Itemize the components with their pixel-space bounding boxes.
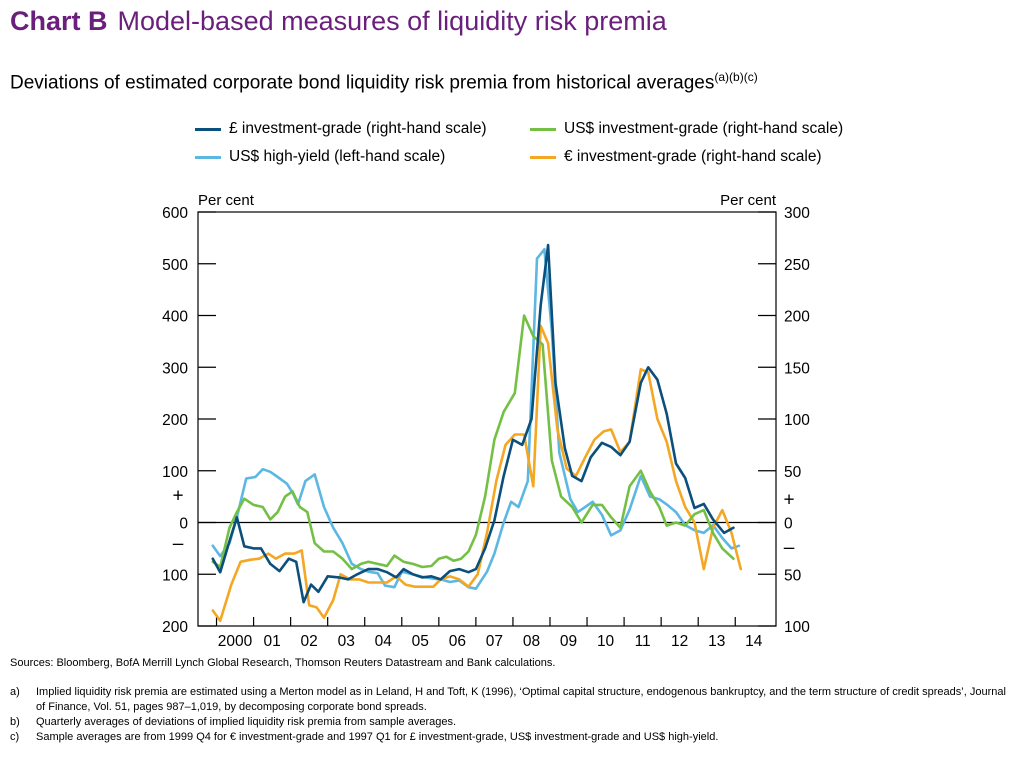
footnote-key: c) bbox=[10, 731, 20, 743]
left-axis-tick-label: 0 bbox=[179, 516, 188, 533]
chart-subtitle-text: Deviations of estimated corporate bond l… bbox=[10, 72, 715, 94]
x-axis-tick-label: 11 bbox=[635, 633, 651, 650]
notes: Sources: Bloomberg, BofA Merrill Lynch G… bbox=[10, 656, 1010, 745]
right-axis-tick-label: 200 bbox=[784, 309, 810, 326]
legend: £ investment-grade (right-hand scale) US… bbox=[195, 120, 895, 170]
x-axis-tick-label: 06 bbox=[449, 633, 466, 650]
left-axis-tick-label: 200 bbox=[162, 619, 188, 636]
legend-swatch-usd-ig bbox=[530, 127, 556, 131]
right-axis-tick-label: 150 bbox=[784, 360, 810, 377]
x-axis-tick-label: 10 bbox=[597, 633, 615, 650]
footnote-a: a) Implied liquidity risk premia are esti… bbox=[10, 685, 1010, 715]
series-line-gbp-ig bbox=[211, 243, 735, 604]
right-axis-tick-label: 0 bbox=[784, 516, 793, 533]
legend-label-usd-ig: US$ investment-grade (right-hand scale) bbox=[564, 120, 844, 137]
legend-label-eur-ig: € investment-grade (right-hand scale) bbox=[564, 148, 822, 165]
left-plus-marker: + bbox=[172, 486, 183, 507]
legend-swatch-eur-ig bbox=[530, 155, 556, 159]
legend-item-usd-hy: US$ high-yield (left-hand scale) bbox=[195, 148, 445, 166]
footnote-text: Sample averages are from 1999 Q4 for € i… bbox=[36, 731, 719, 743]
chart-subtitle-footnote-marker: (a)(b)(c) bbox=[714, 70, 758, 84]
chart-subtitle: Deviations of estimated corporate bond l… bbox=[10, 70, 758, 94]
right-axis-tick-label: 100 bbox=[784, 619, 810, 636]
left-axis-unit-label: Per cent bbox=[198, 192, 255, 209]
legend-swatch-usd-hy bbox=[195, 155, 221, 159]
chart-title-text: Model-based measures of liquidity risk p… bbox=[117, 6, 667, 36]
sources-note: Sources: Bloomberg, BofA Merrill Lynch G… bbox=[10, 657, 556, 669]
x-axis-tick-label: 2000 bbox=[218, 633, 253, 650]
right-axis-tick-label: 50 bbox=[784, 464, 802, 481]
x-axis-tick-label: 05 bbox=[412, 633, 429, 650]
footnote-c: c) Sample averages are from 1999 Q4 for €… bbox=[10, 730, 1010, 745]
x-axis-tick-label: 02 bbox=[301, 633, 318, 650]
legend-item-gbp-ig: £ investment-grade (right-hand scale) bbox=[195, 120, 487, 138]
left-minus-marker: – bbox=[173, 534, 184, 555]
x-axis-tick-label: 07 bbox=[486, 633, 503, 650]
legend-item-eur-ig: € investment-grade (right-hand scale) bbox=[530, 148, 822, 166]
left-axis-tick-label: 600 bbox=[162, 205, 188, 222]
legend-label-gbp-ig: £ investment-grade (right-hand scale) bbox=[229, 120, 487, 137]
left-axis-tick-label: 200 bbox=[162, 412, 188, 429]
right-axis-tick-label: 300 bbox=[784, 205, 810, 222]
x-axis-tick-label: 03 bbox=[338, 633, 355, 650]
series-line-eur-ig bbox=[211, 324, 743, 623]
right-axis-unit-label: Per cent bbox=[720, 192, 777, 209]
left-axis-tick-label: 100 bbox=[162, 567, 188, 584]
left-axis-tick-label: 500 bbox=[162, 257, 188, 274]
chart-title: Chart B Model-based measures of liquidity… bbox=[10, 6, 667, 37]
right-axis-tick-label: 50 bbox=[784, 567, 802, 584]
footnote-b: b) Quarterly averages of deviations of im… bbox=[10, 715, 1010, 730]
right-axis-tick-label: 100 bbox=[784, 412, 810, 429]
x-axis-tick-label: 09 bbox=[560, 633, 577, 650]
x-axis-tick-label: 04 bbox=[375, 633, 393, 650]
right-minus-marker: – bbox=[784, 538, 795, 559]
legend-item-usd-ig: US$ investment-grade (right-hand scale) bbox=[530, 120, 843, 138]
left-axis-tick-label: 400 bbox=[162, 309, 188, 326]
x-axis-tick-label: 13 bbox=[708, 633, 725, 650]
chart-tag: Chart B bbox=[10, 6, 108, 36]
right-plus-marker: + bbox=[783, 490, 794, 511]
legend-label-usd-hy: US$ high-yield (left-hand scale) bbox=[229, 148, 446, 165]
x-axis-tick-label: 08 bbox=[523, 633, 540, 650]
footnote-text: Quarterly averages of deviations of impl… bbox=[36, 716, 457, 728]
series-line-usd-ig bbox=[211, 314, 735, 571]
legend-swatch-gbp-ig bbox=[195, 127, 221, 131]
right-axis-tick-label: 250 bbox=[784, 257, 810, 274]
x-axis-tick-label: 01 bbox=[263, 633, 280, 650]
footnote-text: Implied liquidity risk premia are estima… bbox=[36, 686, 1006, 713]
footnote-key: b) bbox=[10, 716, 20, 728]
footnote-key: a) bbox=[10, 686, 20, 698]
left-axis-tick-label: 300 bbox=[162, 360, 188, 377]
x-axis-tick-label: 12 bbox=[671, 633, 688, 650]
x-axis-tick-label: 14 bbox=[745, 633, 763, 650]
line-chart: 6005004003002001000100200300250200150100… bbox=[162, 192, 810, 650]
left-axis-tick-label: 100 bbox=[162, 464, 188, 481]
